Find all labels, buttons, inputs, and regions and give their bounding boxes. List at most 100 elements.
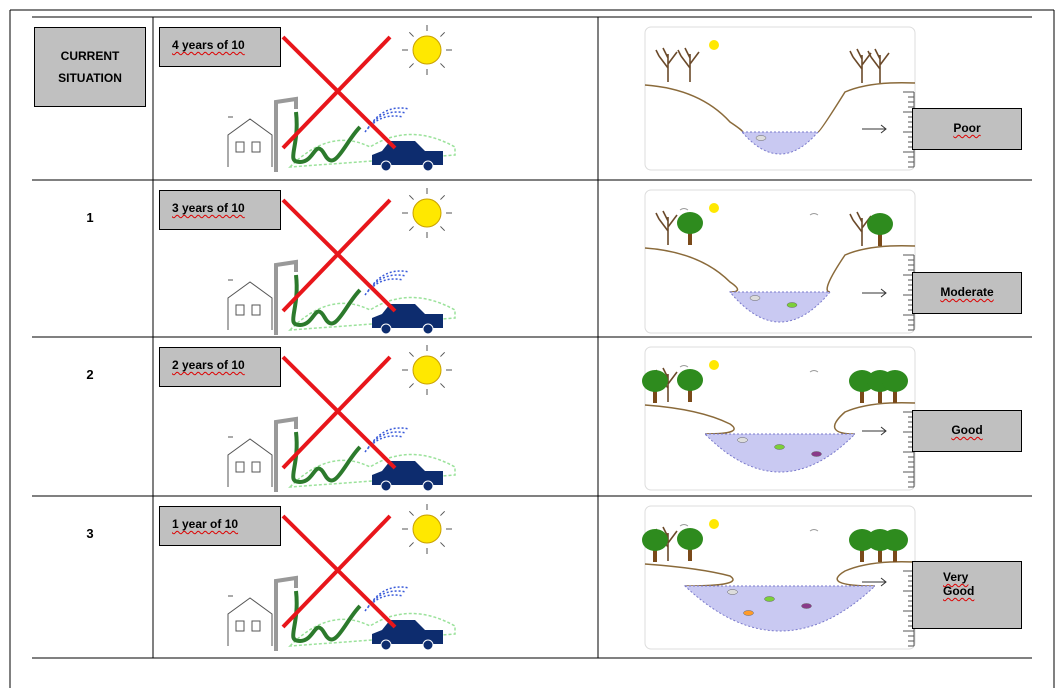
fish xyxy=(774,444,785,450)
grass xyxy=(288,612,456,647)
hose xyxy=(291,590,362,644)
sun-ray xyxy=(408,31,414,37)
tree-crown xyxy=(849,529,875,551)
fish xyxy=(755,135,767,141)
bare-tree xyxy=(655,210,678,245)
sun-ray xyxy=(440,63,446,69)
red-cross xyxy=(281,355,392,470)
tree-crown xyxy=(867,213,893,235)
arrow xyxy=(862,426,887,436)
river-panel xyxy=(644,189,916,334)
panel-sun xyxy=(709,40,719,50)
frequency-box: 4 years of 10 xyxy=(159,27,281,67)
row-label: 3 xyxy=(86,526,94,541)
status-box: Good xyxy=(912,410,1022,452)
sun-ray xyxy=(408,542,414,548)
tree-trunk xyxy=(688,231,692,245)
tree-trunk xyxy=(860,389,864,403)
tap xyxy=(274,575,298,651)
tree-crown xyxy=(677,528,703,550)
sun-ray xyxy=(408,510,414,516)
frequency-text: 2 years of 10 xyxy=(172,358,245,372)
sun-ray xyxy=(408,63,414,69)
grass xyxy=(288,296,456,331)
frequency-text: 4 years of 10 xyxy=(172,38,245,52)
sun-ray xyxy=(408,226,414,232)
car-wheel xyxy=(380,160,392,172)
car xyxy=(372,141,443,165)
sun xyxy=(412,198,442,228)
row-illustration xyxy=(227,504,916,651)
car-wheel xyxy=(422,639,434,651)
status-box: Poor xyxy=(912,108,1022,150)
arrow xyxy=(862,124,887,134)
house xyxy=(227,116,273,167)
frequency-box: 1 year of 10 xyxy=(159,506,281,546)
bare-tree xyxy=(849,211,872,246)
hose xyxy=(291,111,362,165)
status-text: Moderate xyxy=(940,285,994,299)
river-water xyxy=(703,433,857,473)
row-illustration xyxy=(227,188,916,335)
water-spray xyxy=(370,107,410,125)
tree-trunk xyxy=(653,548,657,562)
tap xyxy=(274,416,298,492)
river-water xyxy=(683,585,877,632)
red-cross xyxy=(281,514,392,629)
arrow xyxy=(862,577,887,587)
river-panel xyxy=(644,26,916,171)
fish xyxy=(749,295,761,301)
row-label: 1 xyxy=(86,210,94,225)
fish xyxy=(786,302,798,308)
sun-ray xyxy=(440,31,446,37)
water-spray xyxy=(370,586,410,604)
water-spray xyxy=(370,427,410,445)
fish xyxy=(743,610,754,616)
bare-tree xyxy=(677,47,700,82)
frequency-text: 1 year of 10 xyxy=(172,517,239,531)
status-text: Very Good xyxy=(943,570,975,598)
river-bank xyxy=(644,401,916,435)
river-bank xyxy=(644,560,916,587)
sun-ray xyxy=(440,351,446,357)
tree-trunk xyxy=(860,548,864,562)
bare-tree xyxy=(849,48,872,83)
sun-ray xyxy=(440,194,446,200)
bird xyxy=(679,365,819,373)
tree-crown xyxy=(677,212,703,234)
hose xyxy=(291,274,362,328)
sun-ray xyxy=(440,226,446,232)
car-wheel xyxy=(422,323,434,335)
sun-ray xyxy=(408,351,414,357)
river-bank xyxy=(644,244,916,293)
sun-ray xyxy=(440,510,446,516)
status-box: Very Good xyxy=(912,561,1022,629)
bare-tree xyxy=(655,47,678,82)
tree-crown xyxy=(642,370,668,392)
tree-crown xyxy=(882,370,908,392)
panel-sun xyxy=(709,203,719,213)
status-text: Good xyxy=(951,423,983,437)
tree-trunk xyxy=(688,547,692,561)
tap xyxy=(274,259,298,335)
sun-ray xyxy=(440,383,446,389)
status-text: Poor xyxy=(953,121,981,135)
grass xyxy=(288,453,456,488)
car xyxy=(372,304,443,328)
grass xyxy=(288,133,456,168)
row-label: 2 xyxy=(86,367,94,382)
panel-sun xyxy=(709,360,719,370)
tap xyxy=(274,96,298,172)
fish xyxy=(764,596,775,602)
tree-trunk xyxy=(878,548,882,562)
tree-trunk xyxy=(893,548,897,562)
fish xyxy=(801,603,812,609)
car xyxy=(372,461,443,485)
tree-trunk xyxy=(878,389,882,403)
bird xyxy=(679,524,819,532)
row-illustration xyxy=(227,345,916,492)
tree-trunk xyxy=(653,389,657,403)
bare-tree xyxy=(867,48,890,83)
sun-ray xyxy=(440,542,446,548)
